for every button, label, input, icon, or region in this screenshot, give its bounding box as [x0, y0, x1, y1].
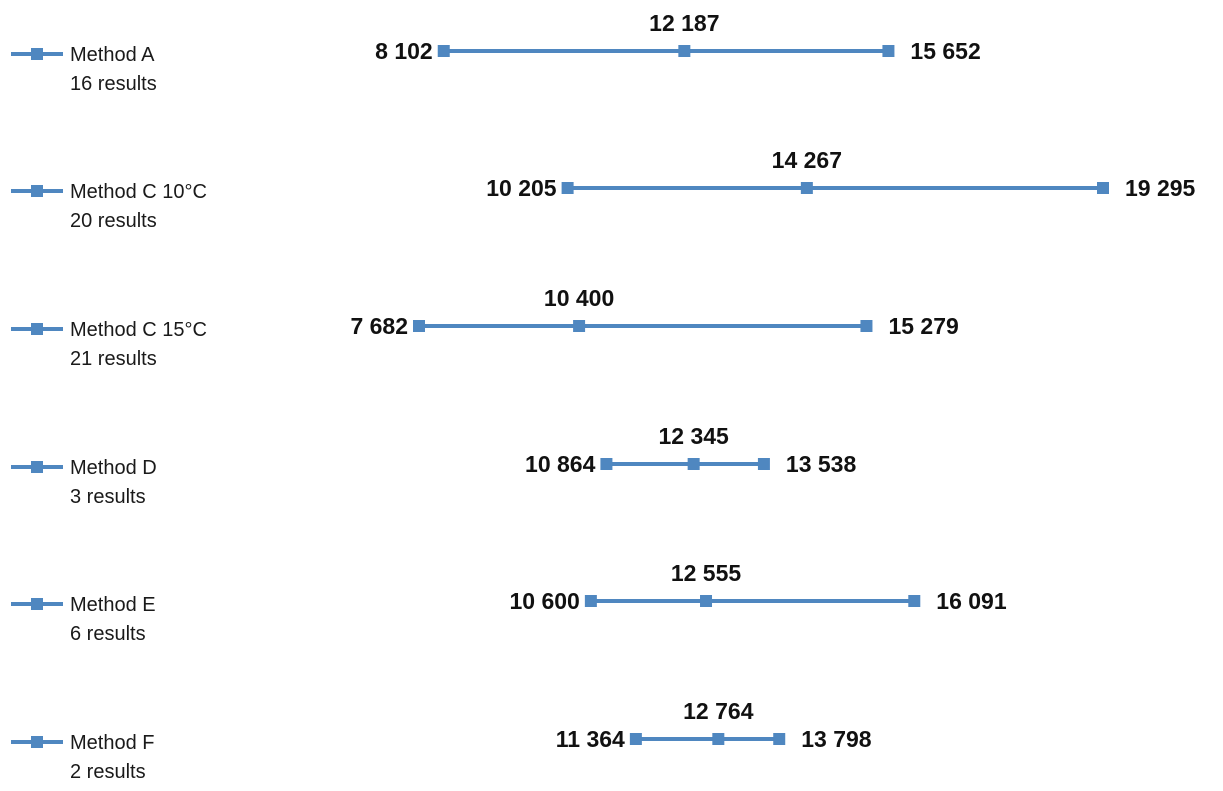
legend-name-3: Method D	[70, 457, 157, 479]
legend-name-4: Method E	[70, 594, 156, 616]
max-label-4: 16 091	[936, 588, 1007, 614]
min-marker-4	[584, 595, 597, 607]
min-marker-1	[561, 182, 574, 194]
legend-sublabel-4: 6 results	[70, 623, 146, 645]
median-marker-2	[573, 320, 586, 332]
max-label-1: 19 295	[1125, 175, 1196, 201]
legend-marker-4	[31, 598, 43, 610]
max-label-2: 15 279	[888, 313, 958, 339]
min-label-3: 10 864	[525, 451, 596, 477]
min-marker-0	[437, 45, 450, 57]
max-marker-1	[1097, 182, 1109, 194]
legend-marker-0	[31, 48, 43, 60]
legend-marker-5	[31, 736, 43, 748]
max-label-3: 13 538	[786, 451, 857, 477]
min-label-2: 7 682	[350, 313, 408, 339]
legend-sublabel-3: 3 results	[70, 486, 146, 508]
max-marker-3	[757, 458, 770, 470]
median-label-0: 12 187	[649, 10, 719, 36]
median-label-1: 14 267	[772, 147, 842, 173]
max-label-0: 15 652	[910, 38, 980, 64]
median-marker-5	[712, 733, 725, 745]
max-marker-5	[773, 733, 786, 745]
median-marker-4	[700, 595, 713, 607]
legend-name-2: Method C 15°C	[70, 319, 207, 341]
min-label-5: 11 364	[556, 726, 625, 752]
min-marker-5	[629, 733, 642, 745]
max-label-5: 13 798	[801, 726, 872, 752]
legend-name-1: Method C 10°C	[70, 181, 207, 203]
max-marker-2	[860, 320, 873, 332]
median-marker-1	[800, 182, 813, 194]
legend-name-0: Method A	[70, 44, 155, 66]
legend-marker-1	[31, 185, 43, 197]
legend-sublabel-2: 21 results	[70, 348, 157, 370]
median-label-2: 10 400	[544, 285, 614, 311]
min-marker-2	[413, 320, 425, 332]
median-marker-0	[678, 45, 691, 57]
max-marker-4	[908, 595, 921, 607]
legend-marker-3	[31, 461, 43, 473]
legend-marker-2	[31, 323, 43, 335]
median-label-3: 12 345	[658, 423, 729, 449]
legend-sublabel-5: 2 results	[70, 761, 146, 783]
legend-sublabel-1: 20 results	[70, 210, 157, 232]
max-marker-0	[882, 45, 895, 57]
legend-name-5: Method F	[70, 732, 154, 754]
min-label-4: 10 600	[510, 588, 580, 614]
min-label-1: 10 205	[486, 175, 557, 201]
median-label-4: 12 555	[671, 560, 742, 586]
min-marker-3	[600, 458, 613, 470]
median-marker-3	[687, 458, 700, 470]
median-label-5: 12 764	[683, 698, 754, 724]
legend-sublabel-0: 16 results	[70, 73, 157, 95]
min-label-0: 8 102	[375, 38, 433, 64]
